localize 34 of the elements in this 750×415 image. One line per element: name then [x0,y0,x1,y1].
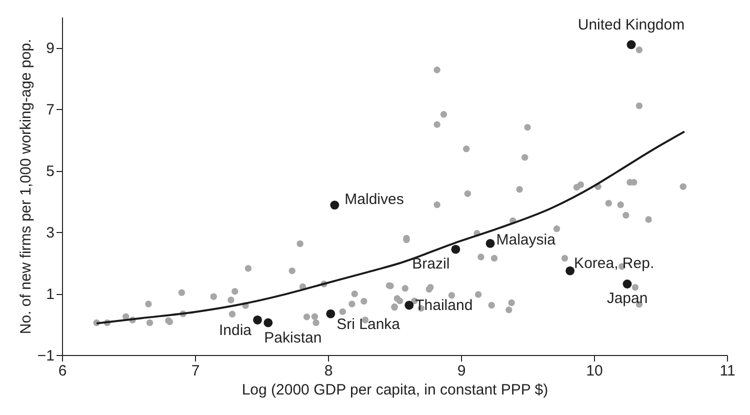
x-tick-label: 10 [586,362,603,380]
annotation: Thailand [415,297,473,314]
point [451,244,460,254]
point [404,300,414,310]
x-tick-label: 11 [720,362,736,380]
annotation: Pakistan [264,330,322,347]
point [264,318,273,328]
y-tick-label: 7 [46,102,54,119]
point [626,40,636,50]
y-tick-label: 9 [46,40,54,58]
x-axis-title: Log (2000 GDP per capita, in constant PPP $) [242,382,548,398]
x-tick-label: 6 [58,362,67,380]
annotation: Japan [606,290,648,308]
annotation: India [218,322,252,339]
annotation: United Kingdom [578,16,685,34]
x-tick-label: 8 [324,362,333,380]
point [486,238,495,248]
point [253,316,262,324]
annotation: Sri Lanka [336,316,401,333]
point [330,200,340,210]
x-tick-label: 7 [191,362,200,380]
y-tick-label: 3 [46,224,54,242]
y-tick-label: 1 [46,286,54,304]
annotation: Malaysia [496,231,556,248]
point [566,266,575,276]
point [326,309,336,318]
annotation: Korea, Rep. [574,254,654,272]
y-tick-label: 5 [46,163,54,180]
annotation: Maldives [344,191,404,208]
x-tick-label: 9 [457,362,466,380]
y-axis-title: No. of new firms per 1,000 working-age pop. [17,38,34,334]
annotation: Brazil [412,255,450,272]
point [622,280,632,288]
y-tick-label: −1 [37,348,54,364]
